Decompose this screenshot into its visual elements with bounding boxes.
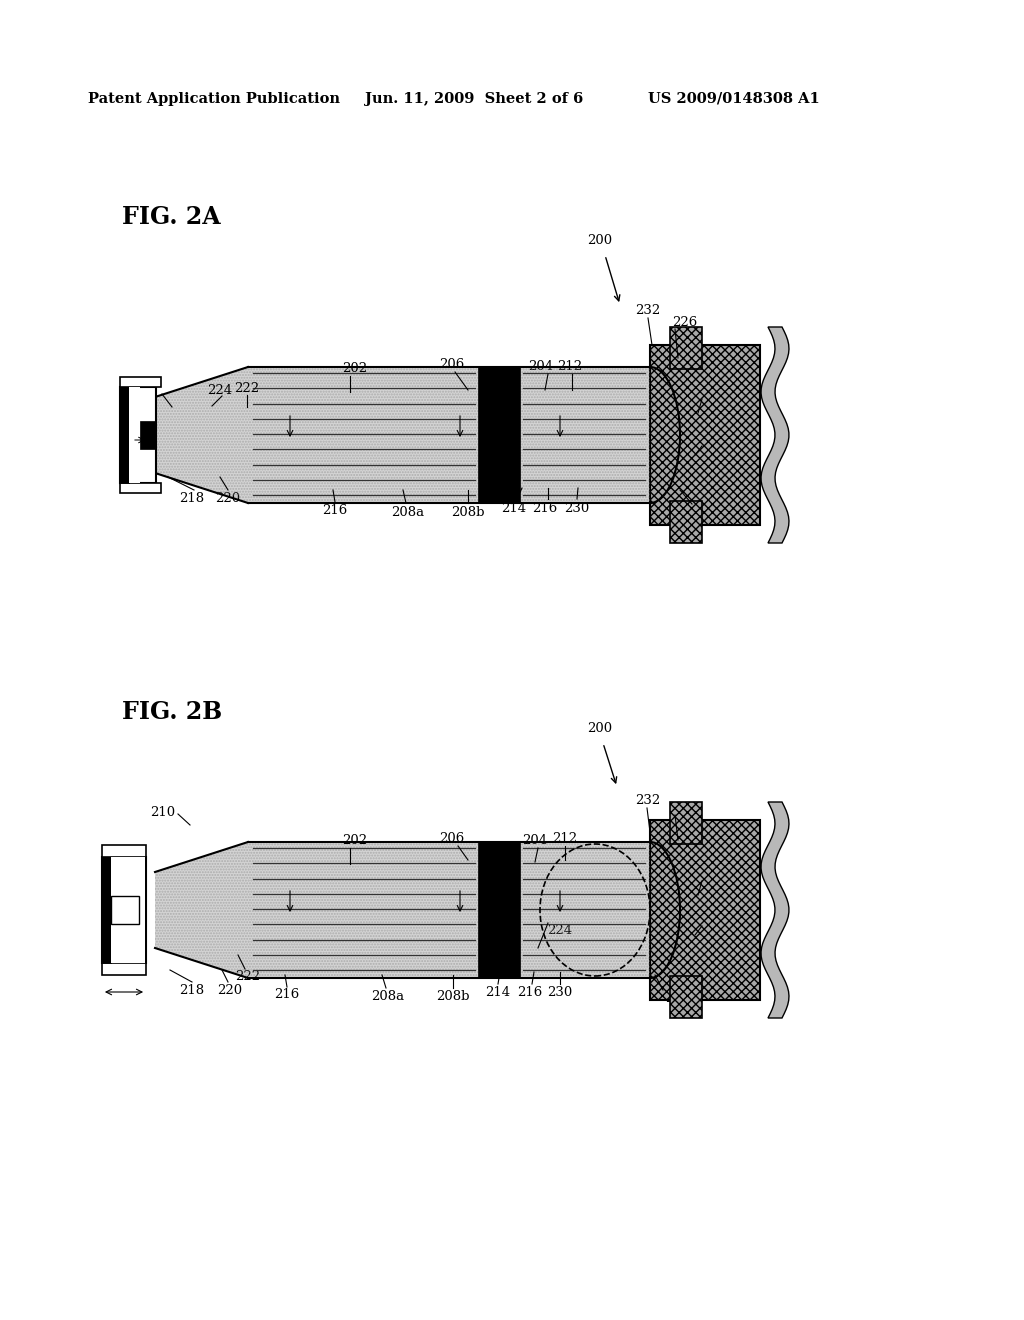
Polygon shape xyxy=(155,367,248,503)
Bar xyxy=(111,857,145,964)
Text: 228: 228 xyxy=(703,913,728,927)
Text: 224: 224 xyxy=(547,924,572,936)
Text: 230: 230 xyxy=(548,986,572,999)
Text: 208a: 208a xyxy=(372,990,404,1003)
Text: 212: 212 xyxy=(552,832,578,845)
Text: 210: 210 xyxy=(132,385,157,399)
Bar xyxy=(111,896,139,924)
Text: 222: 222 xyxy=(234,381,259,395)
Text: 208a: 208a xyxy=(391,506,425,519)
Bar xyxy=(478,367,520,503)
Bar xyxy=(670,502,702,543)
Text: 228: 228 xyxy=(703,433,728,446)
Text: 204: 204 xyxy=(522,833,548,846)
Text: 218: 218 xyxy=(179,491,205,504)
Text: 232: 232 xyxy=(635,304,660,317)
Polygon shape xyxy=(155,842,248,978)
Text: 224: 224 xyxy=(208,384,232,396)
Text: 220: 220 xyxy=(217,983,243,997)
Text: 220: 220 xyxy=(215,491,241,504)
Bar xyxy=(102,964,146,975)
Text: 210: 210 xyxy=(150,805,175,818)
Text: 206: 206 xyxy=(439,358,465,371)
Bar xyxy=(248,367,650,503)
Text: 216: 216 xyxy=(517,986,543,999)
Bar xyxy=(120,483,161,492)
Bar xyxy=(478,842,520,978)
Text: 206: 206 xyxy=(439,832,465,845)
Text: 200: 200 xyxy=(588,234,612,247)
Bar xyxy=(248,367,650,503)
Bar xyxy=(248,842,650,978)
Text: 202: 202 xyxy=(342,362,368,375)
Polygon shape xyxy=(761,327,790,543)
Text: 234: 234 xyxy=(693,506,718,519)
Bar xyxy=(102,857,146,964)
Text: 216: 216 xyxy=(323,503,347,516)
Text: 214: 214 xyxy=(502,502,526,515)
Bar xyxy=(670,803,702,843)
Text: 226: 226 xyxy=(672,315,697,329)
Text: FIG. 2B: FIG. 2B xyxy=(122,700,222,723)
Text: 216: 216 xyxy=(274,989,300,1002)
Text: 232: 232 xyxy=(635,793,660,807)
Text: 214: 214 xyxy=(485,986,511,999)
Text: 226: 226 xyxy=(672,801,697,814)
Bar xyxy=(102,857,111,964)
Text: Patent Application Publication: Patent Application Publication xyxy=(88,92,340,106)
Bar xyxy=(120,378,161,387)
Text: 230: 230 xyxy=(564,502,590,515)
Bar xyxy=(129,387,140,483)
Bar xyxy=(650,820,760,1001)
Text: US 2009/0148308 A1: US 2009/0148308 A1 xyxy=(648,92,820,106)
Text: 234: 234 xyxy=(665,991,690,1005)
Bar xyxy=(650,345,760,525)
Text: 218: 218 xyxy=(179,983,205,997)
Text: 208b: 208b xyxy=(452,506,484,519)
Text: 204: 204 xyxy=(528,360,554,374)
Text: 236: 236 xyxy=(703,387,728,400)
Bar xyxy=(102,845,146,857)
Bar xyxy=(140,421,156,449)
Text: 216: 216 xyxy=(532,502,558,515)
Text: 208b: 208b xyxy=(436,990,470,1003)
Bar xyxy=(670,975,702,1018)
Text: 202: 202 xyxy=(342,833,368,846)
Text: 200: 200 xyxy=(588,722,612,734)
Bar xyxy=(120,387,156,483)
Bar xyxy=(120,387,129,483)
Text: FIG. 2A: FIG. 2A xyxy=(122,205,220,228)
Text: 222: 222 xyxy=(236,970,260,983)
Text: Jun. 11, 2009  Sheet 2 of 6: Jun. 11, 2009 Sheet 2 of 6 xyxy=(365,92,584,106)
Bar xyxy=(248,842,650,978)
Text: 236: 236 xyxy=(703,869,728,882)
Polygon shape xyxy=(761,803,790,1018)
Bar xyxy=(670,327,702,370)
Text: 212: 212 xyxy=(557,360,583,374)
